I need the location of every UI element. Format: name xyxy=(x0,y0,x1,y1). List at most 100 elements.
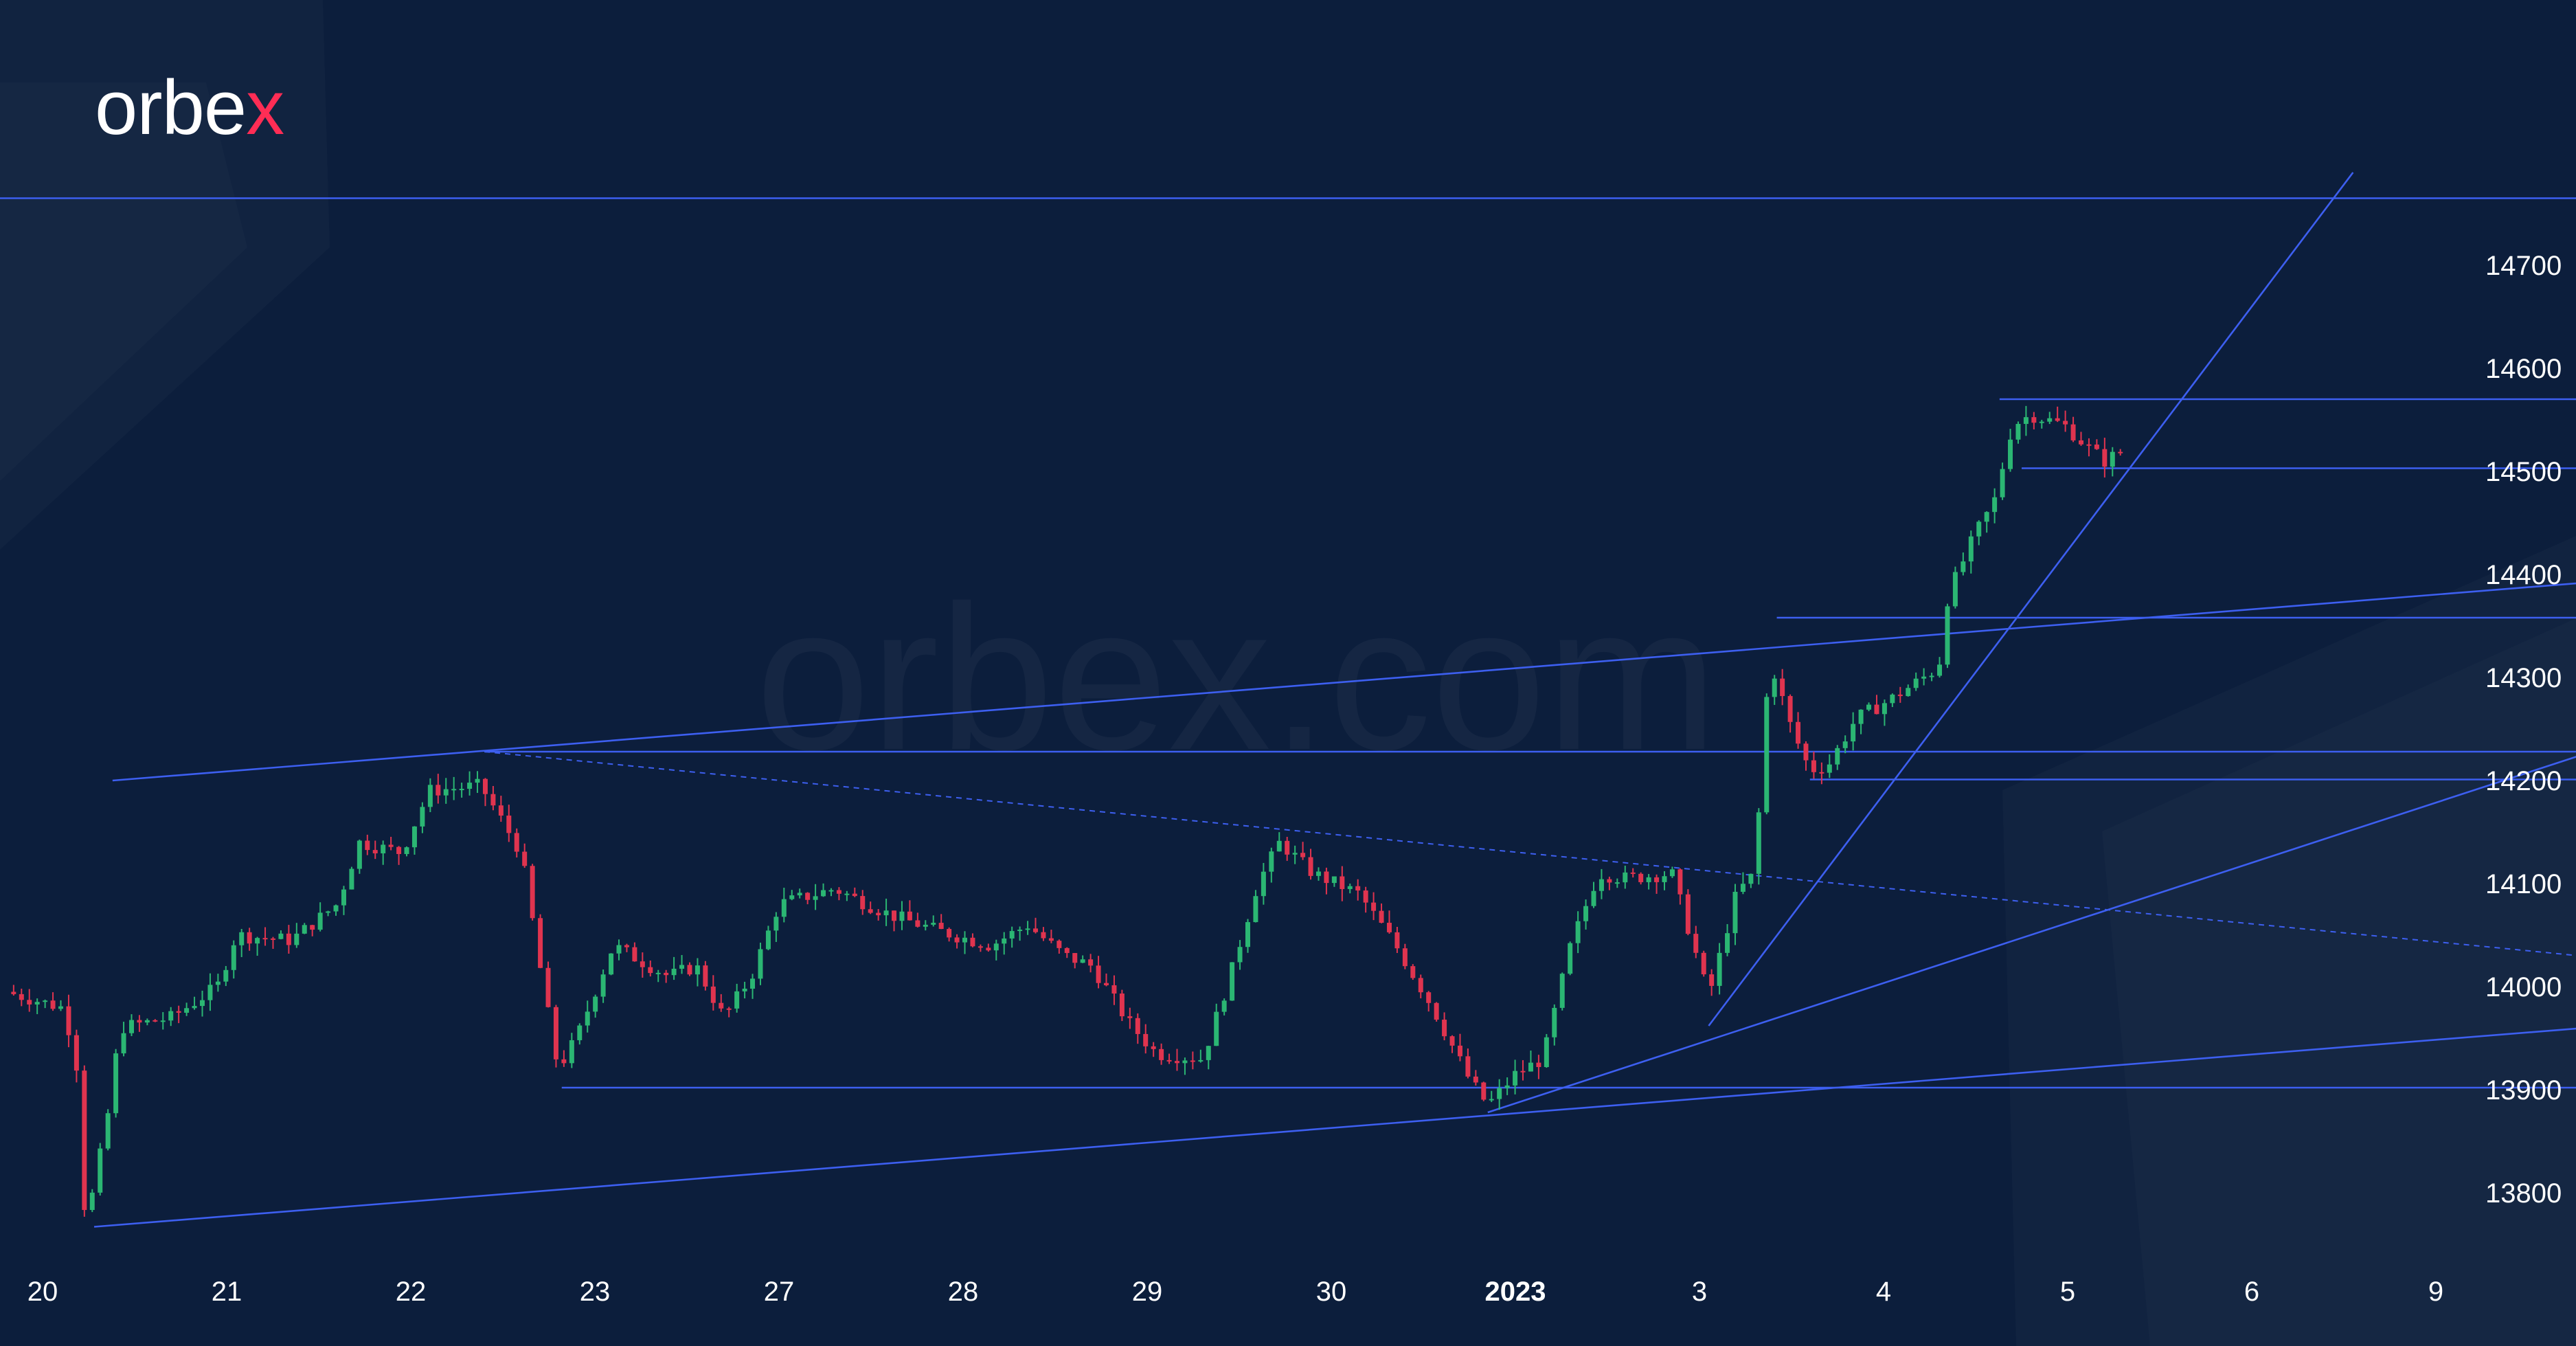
candle-body xyxy=(852,893,857,897)
candle-body xyxy=(836,890,841,894)
candle-body xyxy=(1811,760,1816,772)
candle-body xyxy=(1897,694,1903,697)
candle-body xyxy=(451,789,457,791)
candle-body xyxy=(1756,812,1761,874)
candle-body xyxy=(160,1020,166,1022)
candle-body xyxy=(427,785,433,807)
candle-body xyxy=(1347,886,1353,889)
x-tick-label: 22 xyxy=(396,1277,427,1307)
candle-body xyxy=(1819,772,1824,774)
candle-body xyxy=(789,895,795,899)
candle-body xyxy=(978,946,983,948)
candle-body xyxy=(1292,853,1298,855)
x-tick-label: 30 xyxy=(1316,1277,1347,1307)
candle-body xyxy=(1623,872,1628,883)
candle-body xyxy=(1174,1061,1179,1064)
candle-body xyxy=(1544,1037,1549,1068)
candle-body xyxy=(2102,449,2108,467)
candle-body xyxy=(2086,444,2092,446)
candle-body xyxy=(2063,420,2068,425)
x-tick-label: 6 xyxy=(2244,1277,2259,1307)
candle-body xyxy=(1654,877,1660,882)
candle-body xyxy=(993,943,999,951)
candle-body xyxy=(1442,1020,1447,1037)
candle-body xyxy=(1214,1011,1219,1046)
candle-body xyxy=(1827,764,1832,773)
candle-body xyxy=(262,938,268,940)
candle-body xyxy=(176,1011,181,1013)
candle-body xyxy=(1685,894,1691,934)
candle-body xyxy=(2070,424,2076,440)
candle-body xyxy=(1088,959,1094,966)
candle-body xyxy=(844,893,850,895)
candle-body xyxy=(475,778,480,783)
candle-body xyxy=(986,947,991,951)
candle-body xyxy=(1190,1060,1195,1062)
candle-body xyxy=(1465,1056,1471,1077)
candle-body xyxy=(255,938,260,944)
candle-body xyxy=(34,1002,40,1005)
candle-body xyxy=(2118,451,2123,453)
candle-body xyxy=(1662,876,1667,882)
candle-body xyxy=(365,840,370,851)
candle-body xyxy=(1276,840,1282,852)
candle-body xyxy=(522,851,528,866)
candle-body xyxy=(915,920,920,927)
candle-body xyxy=(1764,697,1770,813)
candle-body xyxy=(1858,709,1864,724)
candle-body xyxy=(1237,947,1243,963)
candle-body xyxy=(734,991,740,1009)
candle-body xyxy=(1135,1018,1140,1034)
y-tick-label: 14300 xyxy=(2485,663,2562,693)
candle-body xyxy=(74,1035,79,1071)
candle-body xyxy=(388,844,394,847)
y-tick-label: 13800 xyxy=(2485,1178,2562,1209)
candle-body xyxy=(1434,1002,1439,1020)
candle-body xyxy=(1906,688,1911,697)
candle-body xyxy=(1536,1062,1541,1068)
candle-body xyxy=(1984,512,1989,522)
candle-body xyxy=(1410,966,1416,978)
candle-body xyxy=(1583,906,1589,921)
candle-body xyxy=(1111,985,1117,994)
y-tick-label: 14000 xyxy=(2485,972,2562,1002)
candle-body xyxy=(813,896,818,900)
candle-body xyxy=(404,847,409,854)
candle-body xyxy=(931,923,936,925)
y-tick-label: 14700 xyxy=(2485,251,2562,281)
candle-body xyxy=(168,1011,174,1021)
candle-body xyxy=(1182,1060,1188,1064)
candle-body xyxy=(1677,869,1683,895)
candle-body xyxy=(1497,1088,1502,1099)
candle-body xyxy=(341,889,346,906)
candle-body xyxy=(82,1070,87,1211)
candle-body xyxy=(805,893,811,900)
candle-body xyxy=(538,918,543,968)
candle-body xyxy=(19,994,24,1000)
candle-body xyxy=(1937,664,1943,676)
candle-body xyxy=(239,932,245,945)
candle-body xyxy=(954,937,960,943)
candle-body xyxy=(1355,886,1361,891)
candle-body xyxy=(192,1006,197,1009)
candle-body xyxy=(1929,675,1934,677)
candle-body xyxy=(868,909,873,913)
candle-body xyxy=(207,985,213,1000)
candle-body xyxy=(113,1053,119,1114)
logo-text-main: orbe xyxy=(95,65,246,150)
candle-body xyxy=(2094,445,2099,449)
candle-body xyxy=(1426,992,1432,1003)
candle-body xyxy=(420,807,425,827)
candle-body xyxy=(1780,678,1785,697)
candle-body xyxy=(1693,934,1699,953)
candle-body xyxy=(1340,876,1345,889)
candle-body xyxy=(687,965,692,975)
candle-body xyxy=(970,937,975,947)
candle-body xyxy=(1057,941,1062,948)
candle-body xyxy=(907,911,912,921)
x-tick-label: 2023 xyxy=(1485,1277,1546,1307)
x-tick-label: 5 xyxy=(2060,1277,2075,1307)
watermark-text: orbex.com xyxy=(756,562,1718,793)
candle-body xyxy=(664,972,669,976)
